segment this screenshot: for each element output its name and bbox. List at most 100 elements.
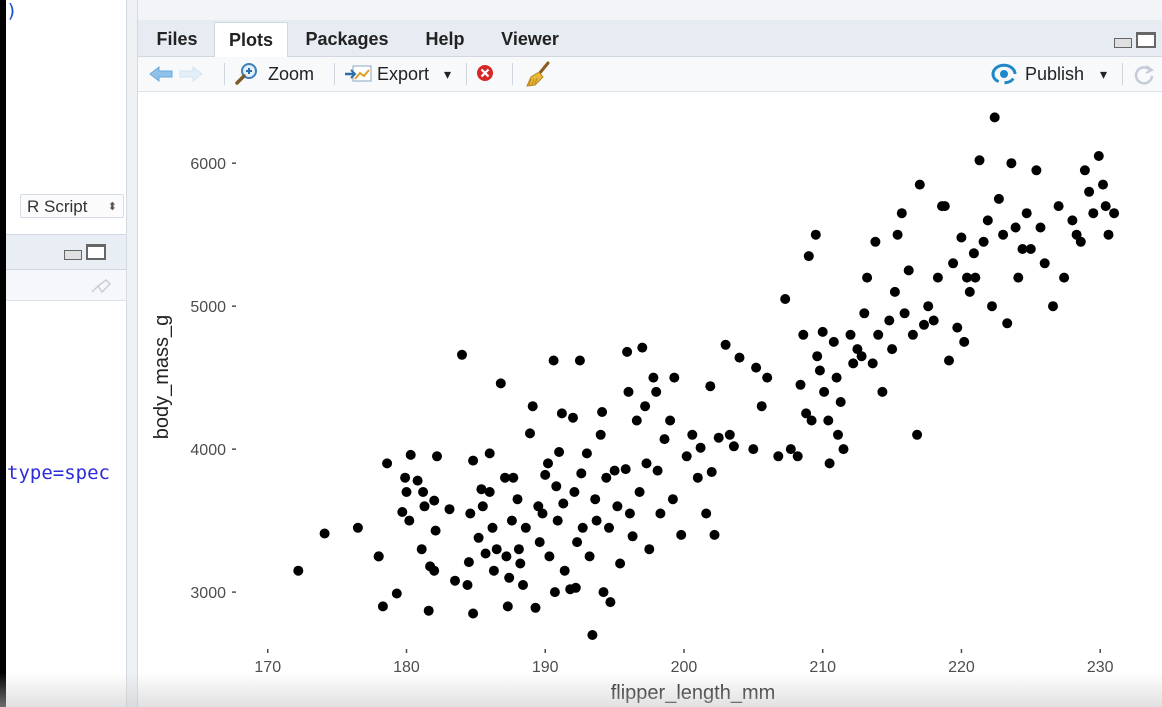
data-point — [692, 472, 703, 483]
plots-pane: Files Plots Packages Help Viewer Zoom E — [138, 0, 1162, 707]
minimize-icon[interactable] — [64, 250, 82, 260]
screen-edge — [0, 0, 6, 707]
data-point — [817, 326, 828, 337]
data-point — [419, 501, 430, 512]
data-point — [544, 551, 555, 562]
data-point — [597, 407, 608, 417]
zoom-button[interactable]: Zoom — [268, 64, 315, 84]
data-point — [989, 112, 1000, 123]
data-point — [748, 444, 759, 455]
data-point — [919, 319, 929, 330]
data-point — [993, 193, 1004, 204]
remove-plot-icon[interactable] — [475, 63, 495, 83]
data-point — [944, 355, 954, 366]
data-point — [591, 515, 602, 526]
data-point — [1017, 244, 1028, 254]
export-dropdown-icon[interactable]: ▾ — [444, 66, 452, 82]
export-button[interactable]: Export — [377, 64, 430, 84]
forward-arrow-icon[interactable] — [178, 65, 204, 83]
data-point — [1109, 208, 1120, 219]
data-point — [500, 472, 510, 483]
data-point — [590, 494, 601, 505]
minimize-icon[interactable] — [1114, 38, 1132, 48]
clear-console-icon[interactable] — [6, 270, 126, 300]
data-point — [634, 487, 645, 497]
zoom-icon[interactable] — [234, 61, 260, 87]
data-point — [570, 582, 581, 593]
data-point — [423, 605, 434, 616]
data-point — [473, 532, 484, 543]
tab-packages[interactable]: Packages — [305, 29, 389, 49]
data-point — [1025, 244, 1036, 254]
publish-dropdown-icon[interactable]: ▾ — [1100, 66, 1108, 82]
data-point — [899, 308, 910, 319]
publish-icon[interactable] — [990, 63, 1018, 85]
data-point — [512, 494, 523, 505]
y-axis: 3000 4000 5000 6000 — [190, 156, 236, 602]
script-type-label: R Script — [27, 197, 88, 216]
data-point — [556, 408, 567, 419]
data-point — [669, 372, 680, 383]
data-point — [548, 355, 559, 366]
data-point — [798, 329, 809, 340]
data-point — [1093, 151, 1104, 161]
clear-all-plots-icon[interactable] — [524, 60, 552, 88]
data-point — [1075, 236, 1086, 247]
data-point — [530, 602, 541, 613]
data-point — [862, 272, 873, 283]
data-point — [974, 155, 985, 166]
data-point — [845, 329, 856, 340]
scatter-plot[interactable]: 3000 4000 5000 6000 170 180 190 200 210 220 230 f… — [138, 92, 1162, 707]
data-point — [540, 469, 551, 480]
data-point — [465, 508, 476, 519]
data-point — [795, 379, 806, 390]
data-point — [892, 229, 903, 240]
data-point — [644, 544, 655, 555]
data-point — [948, 258, 959, 269]
toolbar-separator — [466, 63, 467, 85]
data-point — [1039, 258, 1050, 269]
data-point — [982, 215, 993, 226]
data-point — [751, 362, 762, 373]
publish-button[interactable]: Publish — [1025, 64, 1085, 84]
tab-plots[interactable]: Plots — [214, 22, 288, 57]
data-point — [432, 451, 442, 462]
data-point — [959, 336, 970, 347]
data-point — [444, 504, 455, 515]
data-point — [652, 465, 663, 476]
data-point — [373, 551, 384, 562]
y-tick-label: 4000 — [190, 442, 226, 459]
data-point — [812, 351, 823, 362]
data-point — [480, 548, 491, 559]
data-point — [468, 608, 479, 619]
maximize-icon[interactable] — [1136, 32, 1156, 48]
tab-files[interactable]: Files — [156, 29, 198, 49]
data-point — [932, 272, 943, 283]
y-tick-label: 6000 — [190, 156, 226, 173]
tab-help[interactable]: Help — [425, 29, 465, 49]
data-point — [873, 329, 884, 340]
data-point — [706, 467, 717, 477]
data-point — [572, 537, 583, 548]
script-type-select[interactable]: R Script ⬍ — [20, 194, 124, 218]
data-point — [640, 401, 651, 412]
pane-splitter[interactable] — [126, 0, 138, 707]
data-point — [701, 508, 712, 519]
back-arrow-icon[interactable] — [148, 65, 174, 83]
x-tick-label: 230 — [1087, 659, 1114, 676]
data-point — [568, 412, 578, 423]
data-point — [587, 630, 598, 640]
tab-viewer[interactable]: Viewer — [501, 29, 559, 49]
data-point — [896, 208, 907, 219]
data-point — [848, 358, 859, 369]
export-icon[interactable] — [344, 63, 374, 85]
data-point — [527, 401, 538, 412]
data-point — [819, 386, 830, 397]
data-point — [488, 565, 499, 576]
data-point — [377, 601, 388, 612]
data-point — [601, 472, 612, 483]
toolbar-separator — [224, 63, 225, 85]
data-point — [631, 415, 642, 426]
refresh-icon[interactable] — [1132, 62, 1156, 86]
maximize-icon[interactable] — [86, 244, 106, 260]
